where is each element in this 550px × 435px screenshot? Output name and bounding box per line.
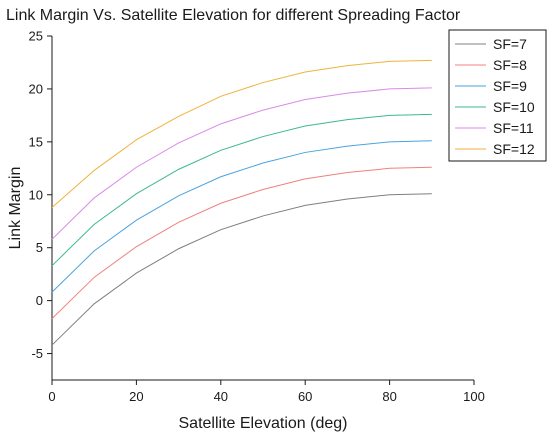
legend-label-sf-12: SF=12	[493, 141, 535, 157]
plot-area: 0 20 40 60 80 100 -5 0 5 10 15 20 25	[29, 29, 485, 405]
series-line-sf-7	[51, 193, 432, 346]
x-tick-label: 60	[298, 389, 312, 404]
y-tick-label: 5	[36, 240, 43, 255]
y-tick-label: 10	[29, 187, 43, 202]
legend-items: SF=7 SF=8 SF=9 SF=10 SF=11 SF=12	[455, 36, 535, 157]
x-tick-label: 0	[48, 389, 55, 404]
x-tick-label: 80	[382, 389, 396, 404]
legend-label-sf-9: SF=9	[493, 78, 527, 94]
y-ticks: -5 0 5 10 15 20 25	[29, 29, 52, 361]
series-line-sf-9	[51, 140, 432, 293]
legend-label-sf-11: SF=11	[493, 120, 534, 136]
series-line-sf-12	[51, 59, 432, 208]
chart-title: Link Margin Vs. Satellite Elevation for …	[6, 7, 461, 24]
series-line-sf-11	[51, 87, 432, 240]
y-tick-label: 25	[29, 29, 43, 44]
y-tick-label: 15	[29, 134, 43, 149]
series-group	[51, 59, 432, 346]
legend: SF=7 SF=8 SF=9 SF=10 SF=11 SF=12	[448, 29, 547, 162]
x-tick-label: 40	[214, 389, 228, 404]
series-line-sf-8	[51, 166, 432, 319]
legend-label-sf-10: SF=10	[493, 99, 535, 115]
x-tick-label: 100	[463, 389, 485, 404]
y-tick-label: -5	[31, 346, 43, 361]
legend-label-sf-8: SF=8	[493, 57, 527, 73]
y-tick-label: 0	[36, 293, 43, 308]
y-axis-label: Link Margin	[7, 167, 24, 250]
x-axis-label: Satellite Elevation (deg)	[179, 415, 348, 432]
series-line-sf-10	[51, 113, 432, 267]
y-tick-label: 20	[29, 81, 43, 96]
legend-label-sf-7: SF=7	[493, 36, 527, 52]
legend-box	[448, 29, 547, 162]
x-tick-label: 20	[129, 389, 143, 404]
x-ticks: 0 20 40 60 80 100	[48, 380, 485, 404]
